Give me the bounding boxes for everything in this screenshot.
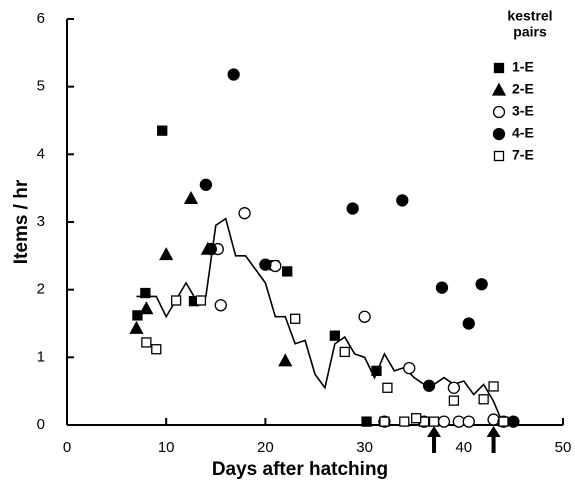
- x-tick-label: 30: [356, 439, 373, 456]
- point: [428, 416, 440, 427]
- point: [478, 394, 489, 405]
- legend-title: kestrel: [507, 8, 552, 24]
- legend-marker: [493, 150, 505, 162]
- legend-marker: [492, 127, 506, 141]
- point: [214, 299, 227, 312]
- point: [437, 415, 451, 428]
- point: [269, 259, 282, 273]
- y-tick-label: 5: [37, 78, 45, 95]
- point: [346, 202, 359, 215]
- arrow: [486, 426, 501, 453]
- point: [157, 125, 168, 136]
- x-tick-label: 10: [158, 439, 175, 456]
- point: [488, 381, 499, 392]
- point: [487, 413, 500, 426]
- y-tick-label: 6: [37, 10, 45, 27]
- point: [498, 416, 509, 427]
- point: [507, 415, 520, 428]
- point: [462, 317, 475, 330]
- x-tick-label: 40: [455, 439, 472, 456]
- x-tick-label: 20: [257, 439, 274, 456]
- x-axis-title: Days after hatching: [212, 459, 388, 480]
- legend-marker: [491, 82, 507, 96]
- legend-label: 2-E: [512, 81, 534, 97]
- point: [329, 330, 340, 341]
- point: [141, 337, 152, 348]
- point: [238, 207, 251, 220]
- point: [447, 381, 461, 394]
- point: [475, 278, 488, 291]
- point: [151, 344, 162, 355]
- point: [403, 362, 416, 375]
- legend-label: 1-E: [512, 59, 534, 75]
- point: [396, 194, 409, 207]
- y-tick-label: 0: [37, 416, 45, 433]
- point: [361, 416, 372, 427]
- point: [278, 353, 293, 367]
- point: [132, 310, 143, 321]
- legend-label: 7-E: [512, 147, 534, 163]
- point: [227, 68, 240, 81]
- point: [382, 382, 393, 393]
- y-tick-label: 4: [37, 145, 45, 162]
- x-tick-label: 50: [555, 439, 572, 456]
- legend-title: pairs: [513, 24, 547, 40]
- y-axis-title: Items / hr: [11, 179, 32, 264]
- point: [422, 379, 436, 392]
- point: [371, 365, 382, 377]
- point: [290, 313, 301, 324]
- point: [204, 242, 217, 256]
- point: [448, 395, 460, 406]
- point: [379, 416, 390, 427]
- point: [435, 281, 449, 294]
- point: [159, 247, 174, 261]
- legend-label: 4-E: [512, 125, 534, 141]
- legend-label: 3-E: [512, 103, 534, 119]
- x-tick-label: 0: [63, 439, 71, 456]
- point: [411, 413, 422, 424]
- point: [199, 178, 213, 191]
- y-tick-label: 2: [37, 281, 45, 298]
- point: [139, 301, 154, 315]
- legend-marker: [492, 105, 506, 119]
- point: [170, 295, 182, 306]
- arrow: [427, 426, 442, 453]
- trend-line: [136, 217, 505, 426]
- point: [339, 346, 350, 358]
- point: [140, 287, 151, 299]
- point: [195, 295, 207, 306]
- point: [183, 190, 199, 204]
- point: [282, 266, 293, 277]
- legend-marker: [493, 62, 505, 74]
- y-tick-label: 1: [37, 348, 45, 365]
- point: [399, 416, 410, 427]
- point: [129, 320, 144, 334]
- point: [462, 415, 475, 428]
- y-tick-label: 3: [37, 213, 45, 230]
- point: [259, 258, 272, 271]
- point: [358, 310, 371, 323]
